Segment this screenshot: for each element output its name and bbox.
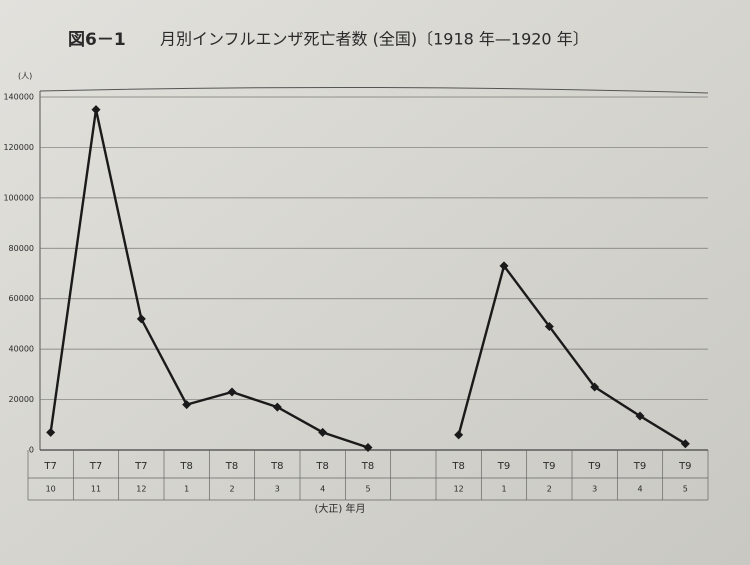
marker [46,427,56,437]
x-tick-label: T8 [315,461,328,472]
x-tick-sublabel: 5 [365,485,370,494]
marker [182,400,192,410]
x-tick-label: T9 [542,461,555,472]
marker [590,382,600,392]
x-tick-label: T7 [43,461,56,472]
x-tick-label: T7 [134,461,147,472]
x-tick-label: T8 [179,461,192,472]
x-tick-sublabel: 1 [501,485,506,494]
x-tick-sublabel: 3 [592,485,597,494]
marker [363,442,373,452]
x-tick-label: T9 [678,461,691,472]
x-axis-label: (大正) 年月 [315,502,366,515]
marker [499,261,509,271]
marker [635,411,645,421]
plot-frame [39,86,709,94]
x-tick-sublabel: 10 [46,485,56,494]
x-tick-sublabel: 12 [454,485,464,494]
x-tick-sublabel: 2 [229,485,234,494]
x-tick-label: T7 [89,461,102,472]
y-tick-label: 60000 [9,294,34,303]
y-tick-label: 100000 [3,193,34,202]
x-tick-label: T8 [361,461,374,472]
line-series [49,109,369,449]
x-tick-label: T8 [225,461,238,472]
y-tick-label: 140000 [3,93,34,102]
figure-label: 図6－1 [68,30,126,50]
marker [680,439,690,449]
x-tick-sublabel: 1 [184,485,189,494]
y-tick-label: 40000 [9,345,34,354]
chart-title: 月別インフルエンザ死亡者数 (全国)〔1918 年—1920 年〕 [160,30,589,49]
marker [91,105,101,115]
marker [136,314,146,324]
y-tick-label: 20000 [9,395,34,404]
x-tick-label: T8 [270,461,283,472]
y-tick-label: 0 [29,446,34,455]
marker [318,427,328,437]
x-tick-sublabel: 5 [683,485,688,494]
x-tick-label: T8 [451,461,464,472]
marker [544,321,554,331]
x-tick-label: T9 [497,461,510,472]
x-tick-sublabel: 11 [91,485,101,494]
x-tick-sublabel: 12 [136,485,146,494]
y-unit: (人) [18,72,32,81]
x-tick-label: T9 [633,461,646,472]
x-tick-label: T9 [587,461,600,472]
marker [272,402,282,412]
x-tick-sublabel: 2 [547,485,552,494]
x-tick-sublabel: 3 [275,485,280,494]
y-tick-label: 120000 [3,143,34,152]
marker [454,430,464,440]
line-series [457,263,686,445]
x-tick-sublabel: 4 [637,485,642,494]
x-tick-sublabel: 4 [320,485,325,494]
marker [227,387,237,397]
y-tick-label: 80000 [9,244,34,253]
